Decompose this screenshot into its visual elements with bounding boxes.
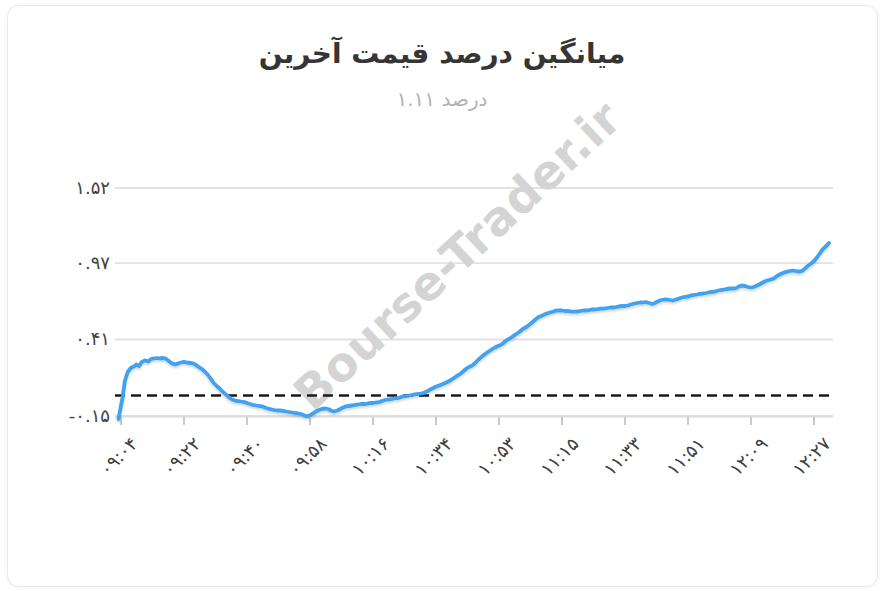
watermark-text: Bourse-Trader.ir	[283, 90, 632, 421]
line-chart: Bourse-Trader.ir	[0, 0, 884, 591]
y-tick-label: -۰.۱۵	[69, 405, 110, 426]
y-tick-label: ۰.۹۷	[75, 252, 110, 273]
y-tick-label: ۱.۵۲	[75, 177, 110, 198]
y-tick-label: ۰.۴۱	[75, 328, 110, 349]
